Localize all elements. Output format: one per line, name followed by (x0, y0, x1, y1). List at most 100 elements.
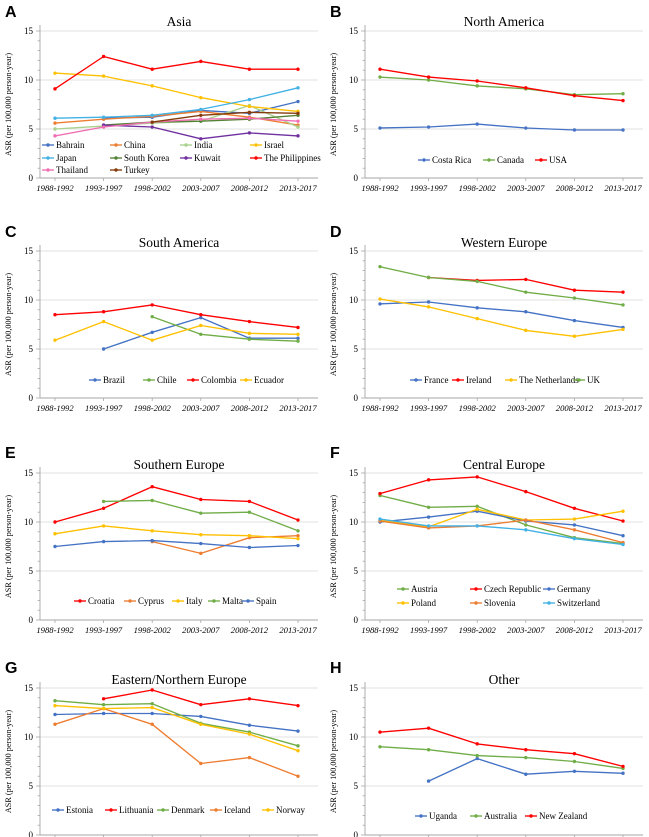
data-point (523, 772, 527, 776)
data-point (296, 86, 300, 90)
series-line-slovenia (379, 519, 623, 544)
y-tick-label: 5 (353, 344, 358, 354)
legend-label: The Netherlands (519, 375, 579, 385)
data-point (247, 331, 252, 336)
legend-item-australia: Australia (469, 811, 517, 821)
legend-label: Estonia (66, 805, 93, 815)
data-point (475, 524, 479, 528)
legend-marker-dot (191, 378, 195, 382)
legend-marker-dot (546, 601, 551, 605)
x-tick-label: 1993-1997 (409, 403, 447, 413)
y-tick-label: 5 (353, 566, 358, 576)
data-point (247, 510, 252, 514)
data-point (150, 498, 154, 503)
legend-label: Thailand (56, 165, 88, 175)
legend-item-thailand: Thailand (42, 165, 88, 175)
y-tick-label: 10 (24, 75, 34, 85)
x-tick-label: 1993-1997 (85, 183, 123, 193)
x-tick-label: 2008-2012 (555, 183, 593, 193)
data-point (426, 125, 430, 129)
data-point (475, 316, 479, 321)
x-tick-label: 2013-2017 (604, 625, 642, 635)
x-tick-label: 1998-2002 (134, 183, 172, 193)
x-tick-label: 2013-2017 (604, 403, 642, 413)
data-point (523, 290, 527, 294)
legend-item-brazil: Brazil (89, 375, 125, 385)
legend-label: Cyprus (138, 596, 165, 606)
y-tick-label: 0 (353, 830, 358, 837)
legend-label: India (194, 140, 213, 150)
legend-item-italy: Italy (172, 596, 203, 606)
data-point (296, 119, 300, 123)
y-tick-label: 5 (29, 566, 34, 576)
data-point (150, 485, 154, 489)
data-point (426, 300, 430, 304)
legend-label: Switzerland (557, 598, 600, 608)
x-tick-label: 2008-2012 (555, 403, 593, 413)
chart-svg-b: 0 5 10 15 1988-1992 1993-1997 1998-2002 2003-20… (329, 4, 643, 193)
y-tick-label: 15 (24, 26, 34, 36)
data-point (377, 491, 382, 496)
legend-item-kuwait: Kuwait (180, 153, 221, 163)
legend-item-slovenia: Slovenia (469, 598, 515, 608)
panel-western-europe: 0 5 10 15 1988-1992 1993-1997 1998-2002 2003-20… (325, 210, 649, 425)
legend-marker-dot (244, 378, 248, 382)
legend-label: Turkey (124, 165, 150, 175)
y-axis-label: ASR (per 100,000 person-year) (329, 710, 338, 814)
legend-label: Denmark (171, 805, 205, 815)
panel-other: 0510151988-19921993-19971998-20022003-20… (325, 640, 649, 837)
data-point (150, 113, 154, 117)
series-line-spain (54, 539, 299, 549)
y-axis-label: ASR (per 100,000 person-year) (329, 495, 338, 599)
data-point (199, 313, 203, 317)
data-point (101, 506, 106, 510)
legend-label: Japan (56, 153, 77, 163)
data-point (296, 529, 300, 533)
data-point (247, 116, 252, 120)
legend-label: Austria (411, 584, 438, 594)
legend-label: The Philippines (264, 153, 321, 163)
legend-marker-dot (400, 601, 405, 605)
data-point (247, 697, 252, 701)
legend-marker-dot (473, 814, 478, 818)
x-tick-label: 1998-2002 (134, 625, 172, 635)
data-point (296, 744, 300, 748)
data-point (296, 336, 300, 340)
data-point (53, 338, 57, 342)
legend-label: Lithuania (119, 805, 154, 815)
series-line-thailand (54, 117, 299, 137)
series-line-usa (379, 68, 623, 102)
series-line-the-philippines (54, 55, 298, 90)
y-axis-label: ASR (per 100,000 person-year) (329, 273, 338, 377)
x-tick-label: 1988-1992 (36, 625, 74, 635)
legend-marker-dot (486, 158, 491, 162)
series-line-japan (54, 87, 299, 119)
legend-marker-dot (114, 168, 118, 172)
data-point (101, 125, 106, 129)
series-line-france (379, 301, 623, 329)
legend-marker-dot (128, 599, 132, 603)
y-tick-label: 0 (353, 393, 358, 403)
y-tick-label: 5 (353, 124, 358, 134)
legend-marker-dot (413, 378, 418, 382)
legend-marker-dot (93, 378, 97, 382)
legend-item-colombia: Colombia (187, 375, 237, 385)
data-point (101, 697, 106, 701)
series-line-malta (103, 499, 299, 532)
data-point (150, 330, 154, 335)
data-point (150, 120, 154, 124)
legend-label: Malta (222, 596, 243, 606)
legend-label: Norway (276, 805, 305, 815)
panel-southern-europe: 0 5 10 15 1988-1992 1993-1997 1998-2002 2003-20… (0, 425, 325, 640)
legend-marker-dot (114, 143, 118, 147)
legend-label: China (124, 140, 146, 150)
legend-item-poland: Poland (396, 598, 436, 608)
legend-label: Iceland (224, 805, 251, 815)
series-line-germany (379, 510, 623, 537)
series-line-canada (379, 76, 623, 96)
panel-title: Other (488, 672, 519, 687)
series-line-australia (379, 746, 623, 770)
series-line-the-netherlands (379, 298, 623, 337)
data-point (620, 327, 625, 332)
panel-title: North America (463, 14, 544, 29)
